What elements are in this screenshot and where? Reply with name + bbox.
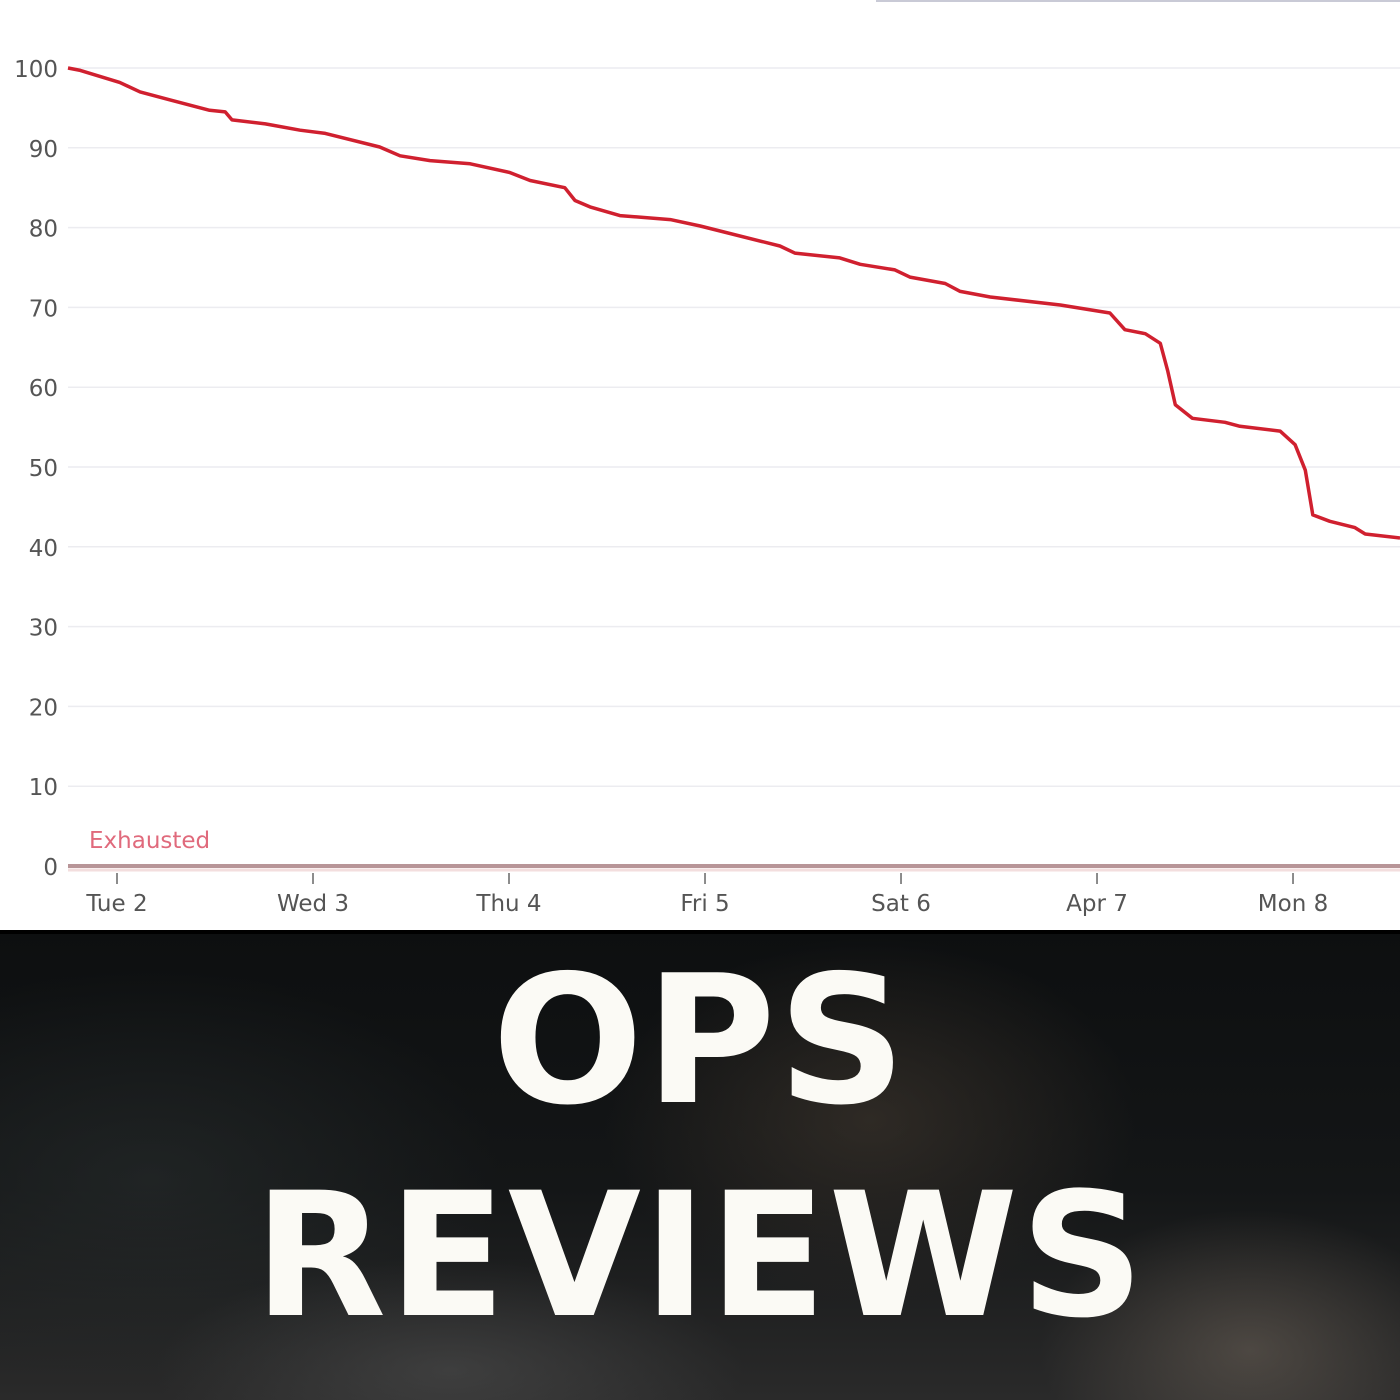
y-tick-label: 40 [29, 536, 58, 562]
chart-panel: 0 10 20 30 40 50 60 70 80 90 100 Tue 2 Wed 3 Thu 4 Fr… [14, 0, 1400, 917]
y-tick-label: 30 [29, 616, 58, 642]
y-tick-label: 100 [14, 57, 58, 83]
y-tick-label: 70 [29, 296, 58, 322]
x-tick-label: Tue 2 [85, 891, 147, 917]
banner-divider [0, 930, 1400, 934]
banner-title-line-1: OPS [492, 937, 908, 1144]
x-tick-label: Sat 6 [871, 891, 931, 917]
y-tick-label: 10 [29, 775, 58, 801]
y-tick-label: 0 [43, 855, 58, 881]
top-edge-bar [876, 0, 1400, 2]
x-tick-label: Wed 3 [277, 891, 349, 917]
banner: OPS REVIEWS [0, 930, 1400, 1400]
x-tick-label: Fri 5 [680, 891, 729, 917]
y-tick-label: 20 [29, 695, 58, 721]
burn-down-chart: 0 10 20 30 40 50 60 70 80 90 100 Tue 2 Wed 3 Thu 4 Fr… [14, 57, 1400, 917]
exhausted-label: Exhausted [89, 828, 210, 854]
x-tick-label: Mon 8 [1258, 891, 1328, 917]
x-tick-label: Apr 7 [1066, 891, 1128, 917]
y-tick-label: 60 [29, 376, 58, 402]
x-tick-label: Thu 4 [475, 891, 541, 917]
y-tick-label: 50 [29, 456, 58, 482]
budget-remaining-line [67, 66, 1400, 540]
y-tick-label: 90 [29, 137, 58, 163]
y-tick-label: 80 [29, 217, 58, 243]
banner-title-line-2: REVIEWS [253, 1155, 1147, 1356]
